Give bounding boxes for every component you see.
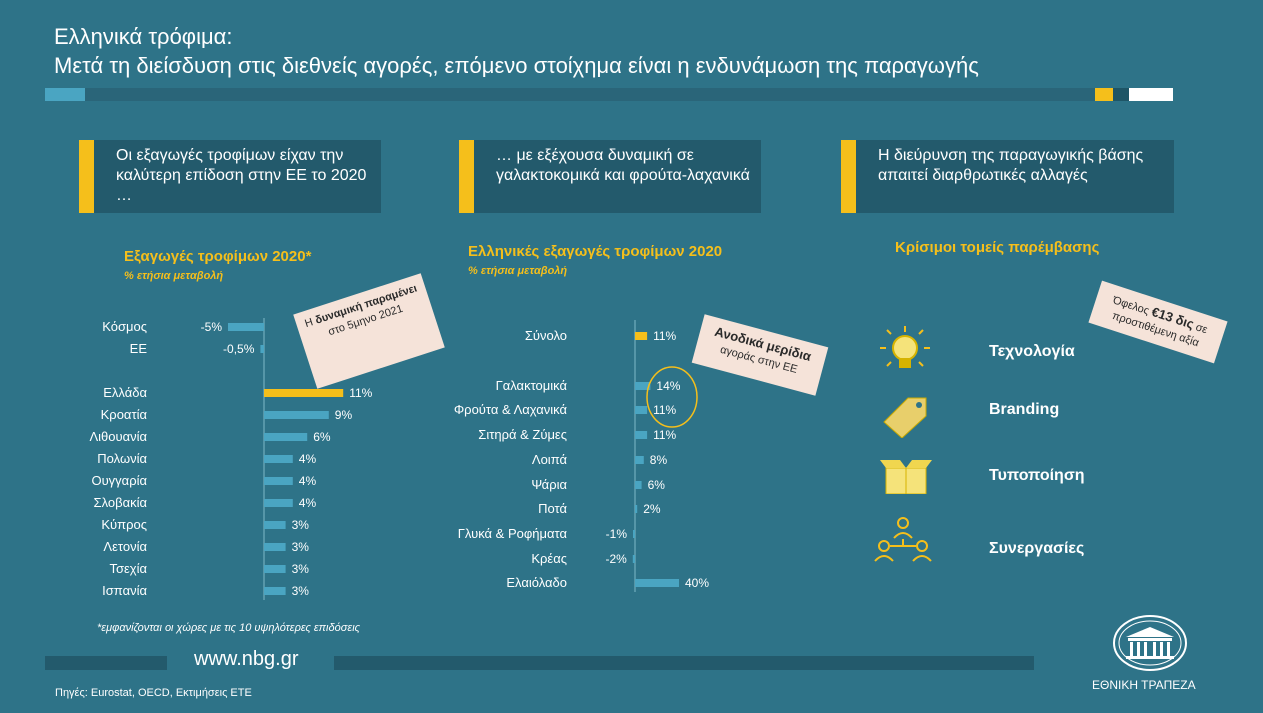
title-rule: [45, 88, 1173, 101]
header-box-2-text: … με εξέχουσα δυναμική σε γαλακτοκομικά …: [496, 147, 750, 184]
chart1-bar: [228, 323, 264, 331]
chart2-value-label: 8%: [650, 453, 668, 467]
chart1-category-label: Κύπρος: [101, 517, 147, 532]
chart1-category-label: Λιθουανία: [89, 429, 147, 444]
sector-technology: Τεχνολογία: [989, 343, 1075, 360]
header-box-2: … με εξέχουσα δυναμική σε γαλακτοκομικά …: [459, 140, 761, 213]
chart1-value-label: 6%: [313, 430, 331, 444]
bank-logo: [1113, 615, 1187, 671]
chart1-category-label: Λετονία: [103, 539, 147, 554]
chart1-bar: [264, 411, 329, 419]
page-title: Ελληνικά τρόφιμα: Μετά τη διείσδυση στις…: [54, 22, 979, 80]
chart1-value-label: 9%: [335, 408, 353, 422]
footer-bar-right: [334, 656, 1034, 670]
chart1-bar: [264, 587, 286, 595]
chart1-subtitle: % ετήσια μεταβολή: [124, 270, 224, 282]
chart2-value-label: 2%: [643, 502, 661, 516]
chart1-category-label: ΕΕ: [130, 341, 148, 356]
chart1-footnote: *εμφανίζονται οι χώρες με τις 10 υψηλότε…: [97, 622, 360, 634]
chart1-bar: [264, 521, 286, 529]
chart2-value-label: -2%: [605, 552, 627, 566]
chart2-bar: [635, 456, 644, 464]
chart2-bar: [635, 579, 679, 587]
footer-bar-left: [45, 656, 167, 670]
chart1-value-label: -0,5%: [223, 342, 255, 356]
chart1-bar: [264, 565, 286, 573]
sector-branding: Branding: [989, 401, 1060, 418]
header-box-3: Η διεύρυνση της παραγωγικής βάσης απαιτε…: [841, 140, 1174, 213]
chart1-value-label: 3%: [292, 540, 310, 554]
chart2-title: Ελληνικές εξαγωγές τροφίμων 2020: [468, 243, 723, 260]
chart1-value-label: 4%: [299, 474, 317, 488]
chart1-value-label: 3%: [292, 518, 310, 532]
chart1-value-label: 4%: [299, 452, 317, 466]
chart1-value-label: 3%: [292, 562, 310, 576]
sector-cooperation: Συνεργασίες: [989, 540, 1085, 557]
chart1-category-label: Ισπανία: [102, 583, 147, 598]
chart2-bar: [635, 505, 638, 513]
chart2-bar: [635, 431, 648, 439]
chart2-bar: [633, 530, 635, 538]
chart2-value-label: 11%: [653, 403, 676, 417]
chart1-category-label: Κόσμος: [102, 319, 147, 334]
chart1-bar: [264, 543, 286, 551]
chart2-category-label: Φρούτα & Λαχανικά: [454, 402, 568, 417]
chart2-bar: [635, 406, 648, 414]
chart2-subtitle: % ετήσια μεταβολή: [468, 265, 568, 277]
sectors-title: Κρίσιμοι τομείς παρέμβασης: [895, 239, 1100, 256]
chart2-category-label: Λοιπά: [532, 452, 568, 467]
chart2-category-label: Ελαιόλαδο: [506, 575, 567, 590]
chart2-bar: [635, 332, 648, 340]
chart1-bar: [264, 477, 293, 485]
chart1-value-label: 4%: [299, 496, 317, 510]
tag-icon: [883, 397, 927, 438]
chart2-value-label: 6%: [648, 478, 666, 492]
chart2-value-label: 40%: [685, 576, 709, 590]
title-line-1: Ελληνικά τρόφιμα:: [54, 24, 233, 49]
website-link[interactable]: www.nbg.gr: [194, 648, 299, 670]
chart2-bar: [635, 481, 642, 489]
chart2-category-label: Ποτά: [538, 501, 567, 516]
sector-standardization: Τυποποίηση: [989, 467, 1085, 484]
chart1-category-label: Κροατία: [101, 407, 148, 422]
chart2-value-label: 11%: [653, 428, 676, 442]
header-box-1-text: Οι εξαγωγές τροφίμων είχαν την καλύτερη …: [116, 147, 367, 204]
chart1-bar: [264, 389, 344, 397]
header-box-3-text: Η διεύρυνση της παραγωγικής βάσης απαιτε…: [878, 147, 1144, 184]
chart1-value-label: 11%: [349, 386, 372, 400]
chart2-category-label: Κρέας: [531, 551, 567, 566]
chart1-category-label: Σλοβακία: [94, 495, 148, 510]
chart1-title: Εξαγωγές τροφίμων 2020*: [124, 248, 312, 265]
header-box-1: Οι εξαγωγές τροφίμων είχαν την καλύτερη …: [79, 140, 381, 213]
chart1-bar: [264, 433, 308, 441]
chart2-value-label: -1%: [606, 527, 628, 541]
box-icon: [880, 460, 932, 494]
chart1-category-label: Τσεχία: [109, 561, 147, 576]
chart2-value-label: 11%: [653, 329, 676, 343]
chart1-value-label: -5%: [201, 320, 223, 334]
chart2-value-label: 14%: [656, 379, 680, 393]
chart1-category-label: Ουγγαρία: [91, 473, 147, 488]
chart2-category-label: Γαλακτομικά: [496, 378, 568, 393]
bank-name: ΕΘΝΙΚΗ ΤΡΑΠΕΖΑ: [1092, 678, 1196, 692]
chart1-bar: [260, 345, 264, 353]
chart2-category-label: Σιτηρά & Ζύμες: [478, 427, 567, 442]
chart1-category-label: Πολωνία: [97, 451, 147, 466]
network-icon: [874, 517, 932, 562]
chart2-category-label: Γλυκά & Ροφήματα: [458, 526, 568, 541]
chart2-bar: [632, 555, 635, 563]
lightbulb-icon: [880, 326, 930, 368]
chart1-value-label: 3%: [292, 584, 310, 598]
chart2-category-label: Ψάρια: [531, 477, 567, 492]
title-line-2: Μετά τη διείσδυση στις διεθνείς αγορές, …: [54, 53, 979, 78]
chart1-category-label: Ελλάδα: [103, 385, 147, 400]
highlight-circle: [646, 366, 698, 428]
chart2-category-label: Σύνολο: [525, 328, 567, 343]
chart1-bar: [264, 455, 293, 463]
chart2-bar: [635, 382, 651, 390]
chart1-bar: [264, 499, 293, 507]
sources-text: Πηγές: Eurostat, OECD, Εκτιμήσεις ΕΤΕ: [55, 687, 252, 699]
